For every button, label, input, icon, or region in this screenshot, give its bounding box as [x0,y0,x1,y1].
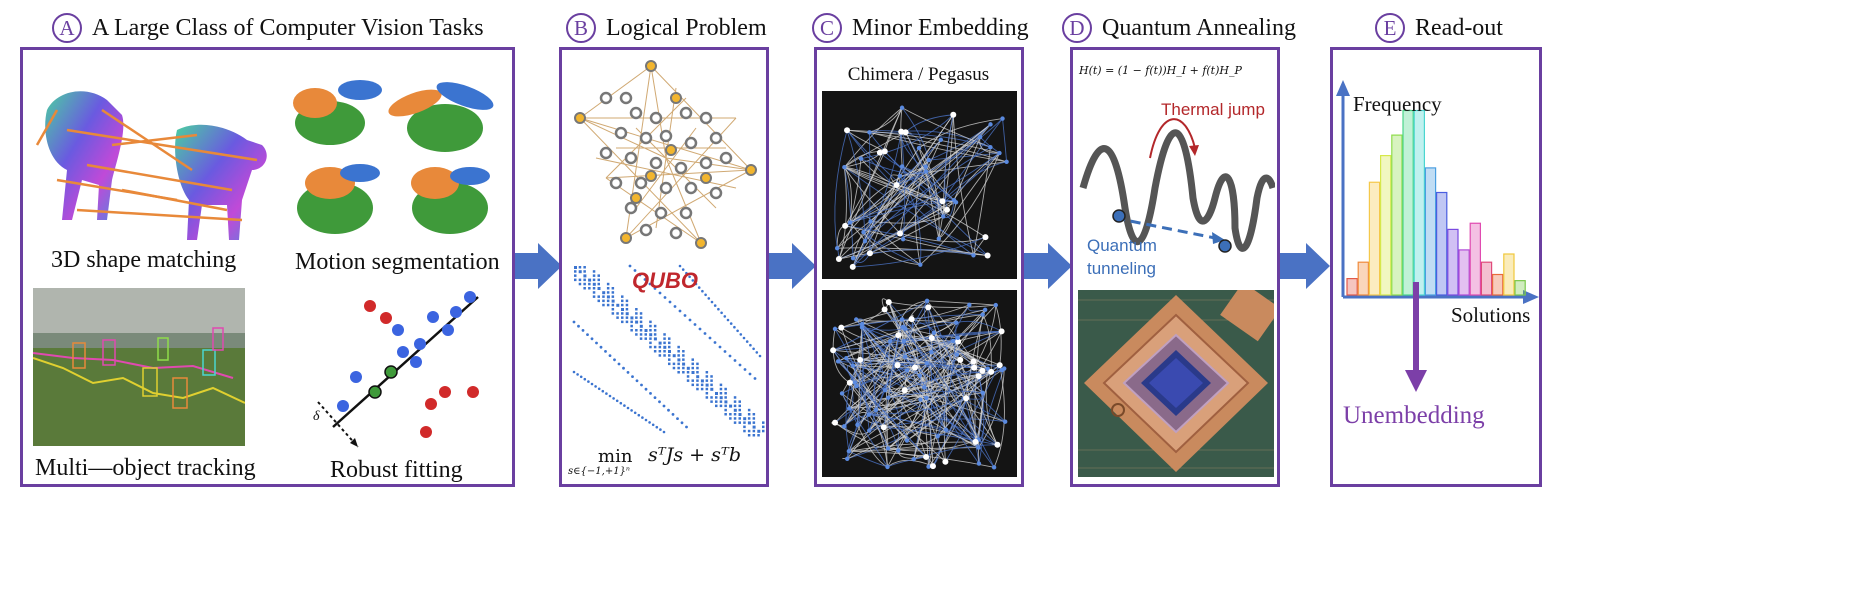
panel-c: Chimera / Pegasus [814,47,1024,487]
robust-fitting-label: Robust fitting [330,457,463,483]
panel-b: QUBO min s∈{−1,+1}ⁿ sᵀJs + sᵀb [559,47,769,487]
pegasus-graph [822,290,1017,477]
flow-arrow-a-b [512,243,562,289]
section-d-title: Quantum Annealing [1102,14,1296,41]
histogram-bar [1458,249,1470,296]
histogram-bar [1503,253,1515,296]
section-a-header: A A Large Class of Computer Vision Tasks [52,8,484,48]
delta-symbol: δ [313,409,320,424]
histogram-bar [1514,280,1526,296]
unembed-arrow [1405,282,1427,392]
histogram-bar [1435,191,1448,296]
histogram-bar [1346,278,1358,296]
panel-d: H(t) = (1 − f(t))H_I + f(t)H_P Thermal j… [1070,47,1280,487]
quantum-label-1: Quantum [1087,236,1157,255]
histogram-bar [1469,222,1481,296]
motion-segmentation-image [293,80,494,234]
qubo-matrix [572,264,765,437]
qubo-subscript: s∈{−1,+1}ⁿ [568,466,630,477]
flow-arrow-b-c [768,243,816,289]
frequency-label: Frequency [1353,92,1442,116]
panel-a: 3D shape matching Motion segmentation Mu… [20,47,515,487]
unembedding-label: Unembedding [1343,402,1485,429]
histogram-bar [1391,134,1403,296]
histogram-bar [1402,109,1414,296]
section-e-title: Read-out [1415,14,1503,41]
quantum-chip-photo [1078,290,1274,477]
section-a-title: A Large Class of Computer Vision Tasks [92,14,484,41]
histogram-bar [1357,261,1370,296]
histogram-bar [1413,109,1425,296]
histogram-bar [1368,181,1381,296]
panel-e: Frequency Solutions Unembedding [1330,47,1542,487]
chimera-graph [822,91,1017,279]
qubo-objective: min s∈{−1,+1}ⁿ sᵀJs + sᵀb [566,442,766,482]
histogram-bar [1480,261,1493,296]
qubo-expression: sᵀJs + sᵀb [648,444,741,466]
quantum-label-2: tunneling [1087,259,1157,278]
flow-arrow-c-d [1020,243,1072,289]
section-e-badge: E [1375,13,1405,43]
chimera-pegasus-label: Chimera / Pegasus [847,64,990,85]
histogram-bar [1424,167,1437,296]
section-d-badge: D [1062,13,1092,43]
section-b-header: B Logical Problem [566,8,767,48]
readout-histogram [1336,80,1539,304]
histogram-bar [1447,228,1459,296]
flow-arrow-d-e [1276,243,1330,289]
shape-matching-label: 3D shape matching [51,247,237,273]
qubo-label: QUBO [632,268,698,293]
thermal-jump-label: Thermal jump [1161,100,1265,119]
energy-landscape [1079,118,1275,253]
tracking-image [33,288,245,446]
section-d-header: D Quantum Annealing [1062,8,1296,48]
tracking-label: Multi—object tracking [35,455,256,481]
section-b-badge: B [566,13,596,43]
section-a-badge: A [52,13,82,43]
hamiltonian-equation: H(t) = (1 − f(t))H_I + f(t)H_P [1079,64,1242,77]
section-c-title: Minor Embedding [852,14,1029,41]
section-c-badge: C [812,13,842,43]
shape-matching-image [35,91,267,240]
histogram-bar [1379,154,1392,296]
motion-segmentation-label: Motion segmentation [295,249,500,275]
section-b-title: Logical Problem [606,14,767,41]
logical-graph [574,60,757,249]
section-c-header: C Minor Embedding [812,8,1029,48]
qubo-min: min [598,446,633,467]
section-e-header: E Read-out [1375,8,1503,48]
robust-fitting-image: δ [313,291,479,448]
histogram-bar [1492,273,1504,296]
solutions-label: Solutions [1451,303,1531,327]
